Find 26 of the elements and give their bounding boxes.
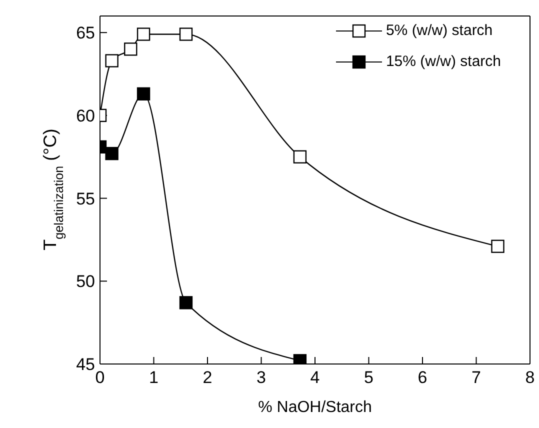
x-tick-label: 8 bbox=[525, 368, 535, 388]
point bbox=[136, 28, 150, 41]
x-tick-label: 5 bbox=[364, 368, 374, 388]
x-tick-label: 4 bbox=[310, 368, 320, 388]
point bbox=[293, 150, 307, 164]
x-tick-label: 6 bbox=[418, 368, 428, 388]
y-tick-label: 45 bbox=[76, 355, 95, 374]
point bbox=[105, 54, 118, 68]
y-tick-label: 60 bbox=[76, 106, 95, 126]
x-tick-label: 2 bbox=[202, 368, 212, 388]
legend-label: 15% (w/w) starch bbox=[386, 53, 501, 70]
x-tick-label: 0 bbox=[95, 368, 105, 388]
x-axis-title: % NaOH/Starch bbox=[258, 399, 372, 416]
legend-label: 5% (w/w) starch bbox=[386, 22, 493, 39]
x-tick-label: 7 bbox=[472, 368, 481, 388]
point bbox=[136, 87, 150, 100]
x-tick-label: 3 bbox=[256, 368, 266, 388]
x-tick-label: 1 bbox=[149, 368, 158, 388]
y-tick-label: 50 bbox=[76, 272, 95, 292]
point bbox=[124, 42, 138, 56]
point bbox=[491, 240, 504, 253]
y-tick-label: 65 bbox=[76, 24, 95, 43]
y-tick-label: 55 bbox=[76, 189, 95, 208]
point bbox=[179, 28, 193, 41]
point bbox=[179, 296, 193, 310]
point bbox=[105, 146, 118, 160]
